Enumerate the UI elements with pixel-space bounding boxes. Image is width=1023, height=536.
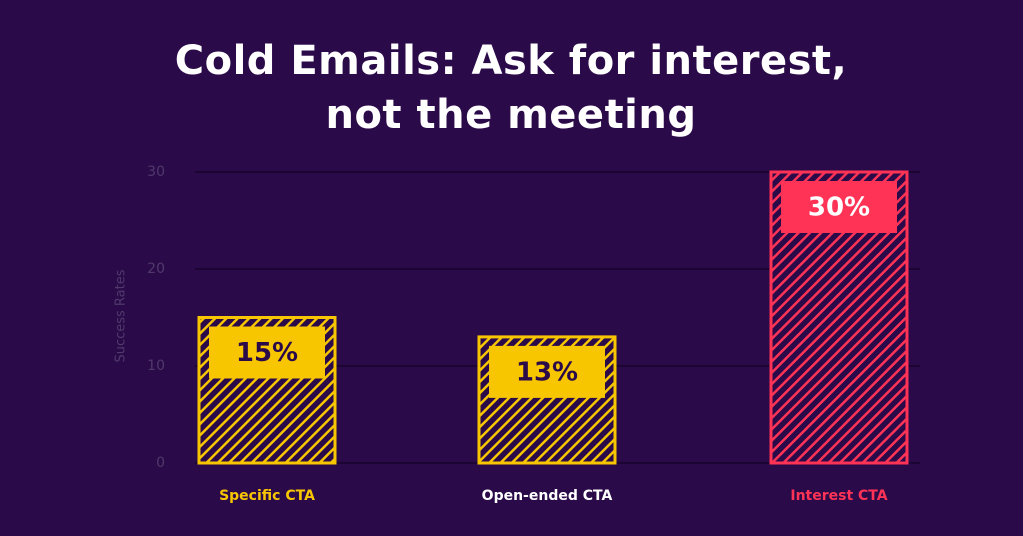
- x-tick-label: Interest CTA: [790, 488, 887, 504]
- value-label: 13%: [516, 357, 578, 387]
- value-label-box: [781, 181, 897, 233]
- y-tick-label: 10: [147, 358, 165, 374]
- x-tick-label: Open-ended CTA: [482, 488, 613, 504]
- value-label: 15%: [236, 338, 298, 368]
- y-tick-label: 0: [156, 455, 165, 471]
- y-tick-label: 20: [147, 261, 165, 277]
- y-axis-label: Success Rates: [114, 269, 129, 362]
- y-tick-label: 30: [147, 164, 165, 180]
- value-label-box: [209, 326, 325, 379]
- value-label: 30%: [808, 193, 870, 223]
- value-label-box: [489, 345, 605, 398]
- chart-title: Cold Emails: Ask for interest, not the m…: [174, 38, 848, 138]
- x-tick-label: Specific CTA: [219, 488, 315, 504]
